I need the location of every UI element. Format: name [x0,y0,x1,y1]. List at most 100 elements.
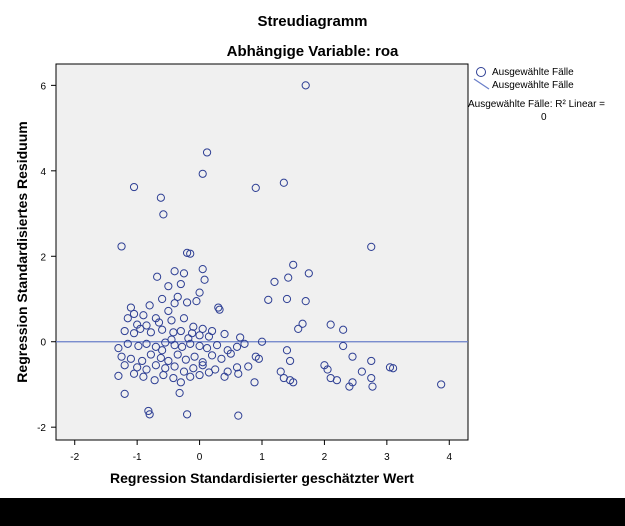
plot-area [55,63,469,441]
y-tick-label: 6 [40,81,46,92]
data-point [158,294,167,304]
data-point [114,371,123,381]
data-point [236,333,245,342]
data-point [345,382,354,391]
x-tick-label: 4 [446,452,452,463]
data-point [167,335,176,344]
bottom-bar [0,498,625,526]
r2-annotation-value: 0 [541,112,547,123]
data-point [164,282,173,291]
data-point [173,292,182,301]
data-point [182,248,192,257]
data-point [212,341,222,350]
data-point [301,81,310,90]
data-point [437,380,446,389]
data-point [198,324,207,334]
scatter-plot: -2 -1 0 1 2 3 4 -2 0 2 4 6 Regression Standardisiert… [14,63,490,486]
r2-annotation-label: Ausgewählte Fälle: R² Linear = [468,99,606,110]
data-point [144,406,153,416]
data-point [170,362,179,371]
data-point [339,325,348,334]
data-point [254,354,263,363]
data-point [189,322,198,331]
data-point [289,260,298,269]
data-point [294,324,303,334]
data-point [323,365,332,374]
data-point [298,319,307,328]
data-point [186,372,195,381]
data-point [270,277,279,287]
chart-subtitle: Abhängige Variable: roa [226,43,399,60]
data-point [304,269,313,278]
legend-line-label: Ausgewählte Fälle [492,80,574,91]
data-point [158,346,167,355]
data-point [126,303,136,312]
data-point [123,314,132,323]
data-point [282,294,292,304]
data-point [215,305,224,314]
data-point [217,354,226,363]
data-point [182,298,192,307]
legend-marker-label: Ausgewählte Fälle [492,67,574,78]
data-point [159,370,168,380]
legend-line-icon [473,78,490,90]
data-point [173,350,182,359]
x-tick-label: -1 [133,452,142,463]
data-point [176,378,185,387]
data-point [186,339,195,348]
data-point [192,297,201,306]
legend-marker-icon [476,67,486,77]
data-point [134,341,143,351]
data-point [179,269,189,278]
data-point [176,279,185,289]
data-point [385,363,395,372]
data-point [200,275,209,284]
y-tick-label: -2 [37,423,46,434]
data-point [195,370,204,380]
data-point [198,361,207,370]
data-point [133,363,142,372]
chart-title: Streudiagramm [257,13,368,30]
data-point [204,368,214,377]
data-point [279,178,288,187]
data-point [156,193,165,202]
data-point [204,332,214,341]
data-point [153,272,162,281]
data-point [195,331,204,340]
x-tick-label: -2 [70,452,79,463]
data-point [326,320,335,329]
data-point [159,210,168,219]
data-point [145,301,154,310]
data-point [158,325,167,334]
data-point [198,169,207,178]
data-point [142,365,151,374]
data-point [289,378,298,387]
y-tick-label: 0 [40,338,46,349]
data-point [388,364,398,373]
data-point [339,341,348,351]
data-point [176,326,185,336]
data-point [120,389,129,398]
data-point [139,311,148,320]
data-point [234,411,243,420]
data-point [251,183,260,193]
data-point [244,362,253,371]
data-point [264,295,273,304]
data-point [167,316,176,325]
data-point [145,410,154,419]
data-point [151,361,160,370]
data-point [189,364,198,373]
data-point [117,242,126,251]
data-point [368,382,377,391]
data-point [181,355,190,364]
data-point [190,352,199,361]
data-point [170,267,179,276]
data-point [177,342,187,351]
data-point [175,388,184,398]
data-point [234,369,243,378]
data-point [348,352,357,361]
data-point [195,288,204,297]
data-point [282,346,292,355]
data-point [207,351,217,360]
x-tick-label: 2 [322,452,328,463]
